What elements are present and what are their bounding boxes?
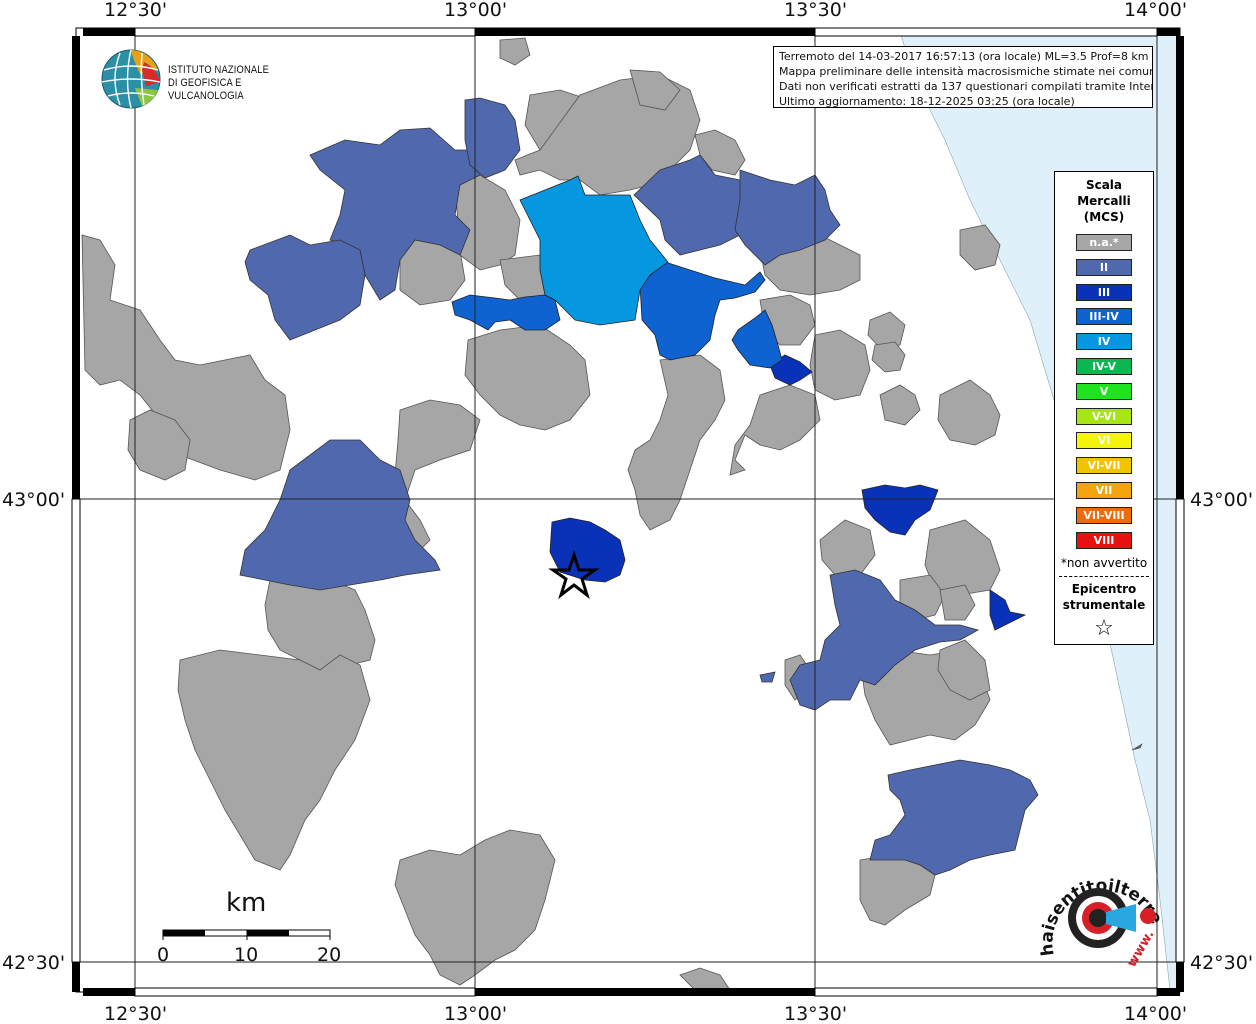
frame-bars-white xyxy=(71,27,1185,997)
event-info-line-2: Mappa preliminare delle intensità macros… xyxy=(779,65,1153,78)
badge-url: www. xyxy=(1124,928,1157,970)
lon-label-top-3: 13°30' xyxy=(784,0,847,21)
logo-line-1: ISTITUTO NAZIONALE xyxy=(168,64,270,76)
legend-title-line-2: Mercalli xyxy=(1077,194,1131,208)
legend-title: Scala Mercalli (MCS) xyxy=(1055,177,1153,225)
legend-item: VII-VIII xyxy=(1076,506,1132,524)
legend-title-line-1: Scala xyxy=(1085,178,1123,192)
lon-label-bottom-3: 13°30' xyxy=(784,1003,847,1024)
legend-title-line-3: (MCS) xyxy=(1083,210,1125,224)
scale-title: km xyxy=(226,888,267,918)
scale-label-10: 10 xyxy=(234,944,259,966)
graticule xyxy=(80,32,1178,990)
legend-note: *non avvertito xyxy=(1060,556,1148,571)
scale-bar-graphic xyxy=(162,929,331,940)
lat-label-right-2: 42°30' xyxy=(1190,952,1253,974)
lat-label-left-1: 43°00' xyxy=(2,489,65,511)
legend-epicenter-line-2: strumentale xyxy=(1062,598,1146,613)
ingv-globe-icon xyxy=(101,49,161,109)
lon-label-bottom-4: 14°00' xyxy=(1124,1003,1187,1024)
lon-label-top-4: 14°00' xyxy=(1124,0,1187,21)
lat-label-right-1: 43°00' xyxy=(1190,489,1253,511)
scale-label-0: 0 xyxy=(157,944,170,966)
legend-item: IV xyxy=(1076,333,1132,351)
iii-iv-municipalities xyxy=(451,261,783,369)
legend-star-icon: ☆ xyxy=(1094,616,1114,642)
legend-item: VIII xyxy=(1076,531,1132,549)
na-municipalities xyxy=(81,37,1001,991)
legend-item: II xyxy=(1076,258,1132,276)
haisentito-badge: haisentitoilterremoto.it www. xyxy=(1027,845,1166,980)
legend-item: VI-VII xyxy=(1076,457,1132,475)
legend-epicenter-line-1: Epicentro xyxy=(1071,582,1137,597)
event-info-box: Terremoto del 14-03-2017 16:57:13 (ora l… xyxy=(773,46,1153,108)
legend-item: III xyxy=(1076,283,1132,301)
legend-item: n.a.* xyxy=(1076,234,1132,251)
mcs-legend: Scala Mercalli (MCS) n.a.* II III III-IV IV I… xyxy=(1054,171,1154,645)
frame-bars xyxy=(72,28,1184,996)
event-info-line-4: Ultimo aggiornamento: 18-12-2025 03:25 (… xyxy=(779,95,1075,108)
legend-items: n.a.* II III III-IV IV IV-V V V-VI VI VI-VII VII VI… xyxy=(1055,234,1153,549)
haisentito-logo-icon: haisentitoilterremoto.it www. xyxy=(1027,845,1166,970)
ii-municipalities xyxy=(239,97,1039,876)
event-info-line-1: Terremoto del 14-03-2017 16:57:13 (ora l… xyxy=(779,50,1149,63)
legend-item: VII xyxy=(1076,481,1132,499)
ingv-logo: ISTITUTO NAZIONALE DI GEOFISICA E VULCAN… xyxy=(100,48,320,110)
scale-label-20: 20 xyxy=(317,944,342,966)
legend-separator xyxy=(1059,576,1149,578)
scale-bar: km 0 10 20 xyxy=(150,888,360,968)
epicenter-municipality xyxy=(549,517,626,583)
lon-label-bottom-1: 12°30' xyxy=(104,1003,167,1024)
iii-municipalities xyxy=(549,354,1027,631)
lat-label-left-2: 42°30' xyxy=(2,952,65,974)
event-info-line-3: Dati non verificati estratti da 137 ques… xyxy=(779,80,1153,93)
epicenter-star xyxy=(548,550,600,600)
legend-item: III-IV xyxy=(1076,308,1132,326)
iv-municipalities xyxy=(519,175,669,326)
ingv-logo-text: ISTITUTO NAZIONALE DI GEOFISICA E VULCAN… xyxy=(168,64,297,103)
legend-item: IV-V xyxy=(1076,357,1132,375)
legend-epicenter-label: Epicentro strumentale xyxy=(1055,581,1153,613)
lon-label-top-1: 12°30' xyxy=(104,0,167,21)
lon-label-top-2: 13°00' xyxy=(444,0,507,21)
coast-detail xyxy=(1131,743,1143,751)
legend-item: V xyxy=(1076,382,1132,400)
lon-label-bottom-2: 13°00' xyxy=(444,1003,507,1024)
legend-item: V-VI xyxy=(1076,407,1132,425)
legend-item: VI xyxy=(1076,432,1132,450)
logo-line-2: DI GEOFISICA E VULCANOLOGIA xyxy=(168,77,244,102)
